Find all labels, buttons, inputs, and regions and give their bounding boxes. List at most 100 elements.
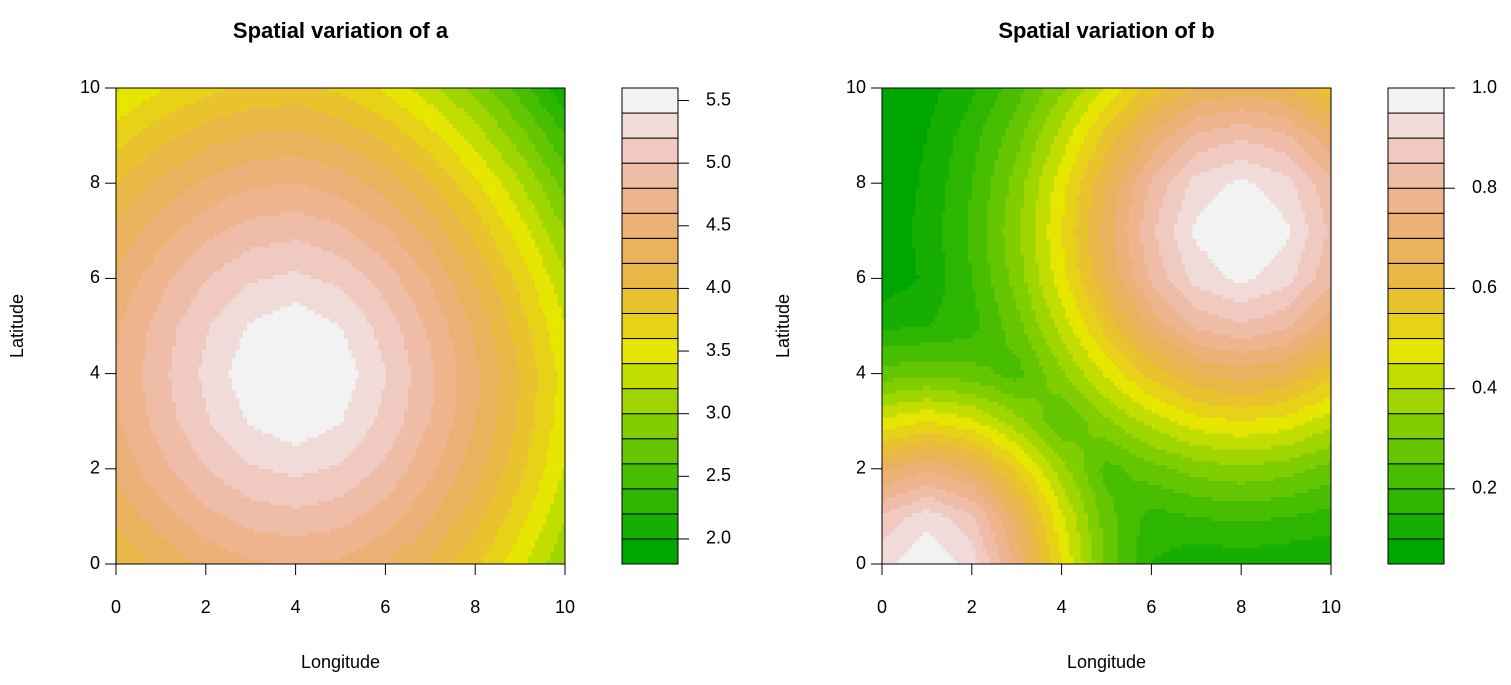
contour-cell xyxy=(1102,480,1107,486)
contour-cell xyxy=(482,218,506,224)
contour-cell xyxy=(535,544,555,549)
contour-cell xyxy=(550,508,565,513)
contour-cell xyxy=(1065,306,1077,311)
contour-cell xyxy=(385,548,401,553)
contour-cell xyxy=(938,540,973,545)
contour-cell xyxy=(359,179,386,184)
contour-cell xyxy=(441,540,469,545)
contour-cell xyxy=(926,377,961,382)
contour-cell xyxy=(882,389,898,394)
contour-cell xyxy=(490,544,514,549)
contour-cell xyxy=(1046,298,1062,303)
contour-cell xyxy=(1046,476,1059,482)
contour-cell xyxy=(1286,413,1324,418)
contour-cell xyxy=(926,385,932,390)
contour-cell xyxy=(919,341,928,347)
contour-cell xyxy=(434,246,457,252)
contour-cell xyxy=(945,290,973,295)
contour-cell xyxy=(1121,425,1152,430)
contour-cell xyxy=(1151,270,1167,275)
contour-cell xyxy=(250,480,296,486)
contour-cell xyxy=(971,425,991,430)
contour-cell xyxy=(1009,548,1018,553)
contour-cell xyxy=(1308,326,1331,331)
contour-cell xyxy=(157,306,162,311)
contour-cell xyxy=(497,389,521,394)
contour-cell xyxy=(915,278,928,283)
contour-cell xyxy=(1196,361,1223,367)
contour-cell xyxy=(366,429,386,434)
contour-cell xyxy=(1099,218,1107,224)
contour-cell xyxy=(198,179,207,184)
contour-cell xyxy=(385,163,412,168)
contour-cell xyxy=(116,540,132,545)
contour-cell xyxy=(209,417,248,422)
contour-cell xyxy=(400,210,431,216)
contour-cell xyxy=(1293,472,1331,478)
contour-cell xyxy=(915,540,928,545)
contour-cell xyxy=(475,238,495,244)
contour-cell xyxy=(882,183,920,188)
contour-cell xyxy=(295,203,341,208)
contour-cell xyxy=(452,480,476,486)
contour-cell xyxy=(1065,203,1077,208)
contour-cell xyxy=(1259,544,1287,549)
contour-cell xyxy=(467,540,476,545)
contour-cell xyxy=(1102,369,1107,374)
contour-cell xyxy=(882,441,920,446)
contour-cell xyxy=(239,345,252,351)
contour-cell xyxy=(134,456,162,462)
contour-cell xyxy=(1084,373,1104,378)
contour-cell xyxy=(475,357,480,363)
contour-cell xyxy=(535,540,558,545)
contour-cell xyxy=(183,131,207,136)
contour-cell xyxy=(385,488,394,493)
contour-cell xyxy=(385,425,401,430)
contour-cell xyxy=(430,361,435,367)
contour-cell xyxy=(520,254,525,259)
contour-cell xyxy=(1020,230,1036,236)
contour-cell xyxy=(351,397,383,402)
contour-cell xyxy=(127,536,162,541)
contour-cell xyxy=(1039,508,1051,513)
contour-cell xyxy=(968,230,973,236)
contour-cell xyxy=(430,262,442,267)
contour-cell xyxy=(355,377,386,382)
contour-cell xyxy=(239,290,252,295)
contour-cell xyxy=(291,302,296,307)
contour-cell xyxy=(1248,298,1287,303)
contour-cell xyxy=(250,397,296,402)
contour-cell xyxy=(460,464,476,470)
contour-cell xyxy=(520,532,540,537)
contour-cell xyxy=(377,111,386,117)
contour-cell xyxy=(295,207,341,212)
contour-cell xyxy=(1024,191,1040,196)
contour-cell xyxy=(160,175,207,180)
contour-cell xyxy=(190,155,207,160)
contour-cell xyxy=(493,238,517,244)
contour-cell xyxy=(340,175,356,180)
contour-cell xyxy=(1136,560,1152,565)
contour-cell xyxy=(1151,389,1175,394)
contour-cell xyxy=(1087,230,1100,236)
contour-cell xyxy=(344,524,386,529)
contour-cell xyxy=(441,500,469,505)
contour-cell xyxy=(422,318,431,323)
contour-cell xyxy=(546,270,565,275)
contour-cell xyxy=(246,322,252,327)
contour-cell xyxy=(971,226,988,232)
contour-cell xyxy=(1027,544,1040,549)
contour-cell xyxy=(1099,520,1107,525)
contour-cell xyxy=(116,520,147,525)
contour-cell xyxy=(407,290,431,295)
contour-cell xyxy=(1106,282,1111,287)
contour-cell xyxy=(1113,238,1130,244)
contour-cell xyxy=(997,302,1018,307)
contour-cell xyxy=(926,437,965,442)
contour-cell xyxy=(1106,262,1119,267)
contour-cell xyxy=(478,393,499,398)
contour-cell xyxy=(392,310,420,315)
contour-cell xyxy=(1140,524,1152,529)
contour-cell xyxy=(1106,441,1115,446)
contour-cell xyxy=(1009,187,1018,192)
